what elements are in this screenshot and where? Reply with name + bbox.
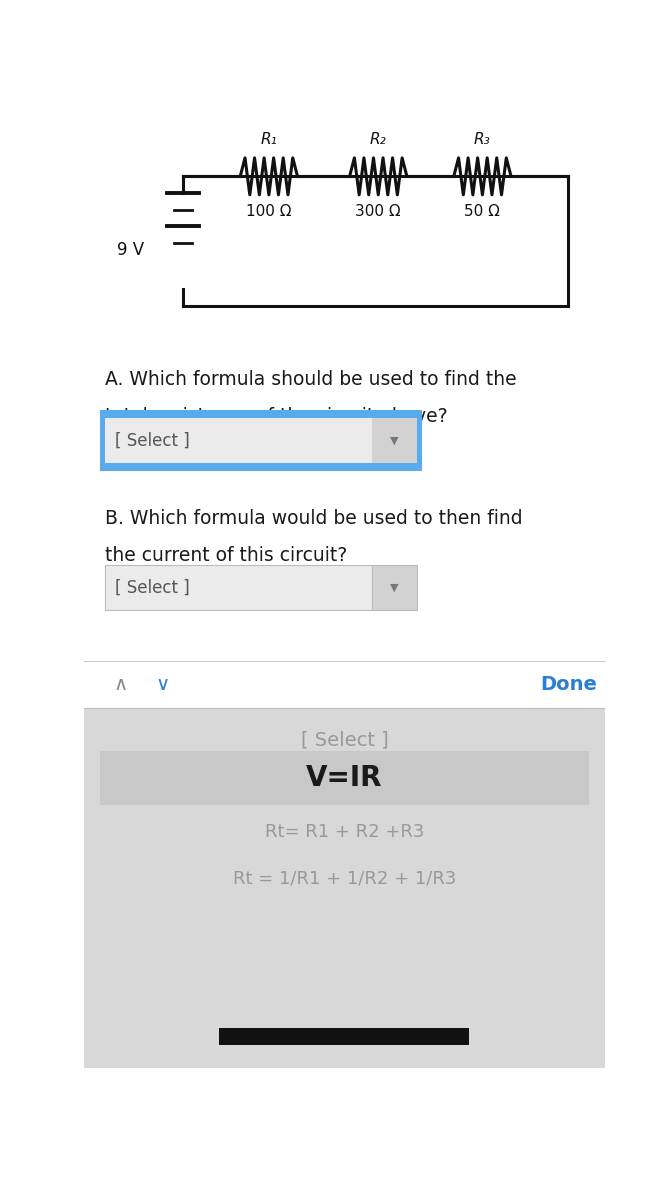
- Bar: [105, 565, 372, 610]
- Text: R₁: R₁: [261, 132, 278, 146]
- Text: [ Select ]: [ Select ]: [116, 432, 190, 450]
- Text: R₂: R₂: [370, 132, 386, 146]
- Text: ∨: ∨: [155, 676, 169, 694]
- Bar: [372, 565, 417, 610]
- Text: [ Select ]: [ Select ]: [300, 731, 388, 750]
- Text: 300 Ω: 300 Ω: [355, 204, 401, 218]
- Text: R₃: R₃: [474, 132, 491, 146]
- Text: ▼: ▼: [390, 582, 398, 593]
- Text: ▼: ▼: [390, 436, 398, 445]
- Bar: [100, 410, 422, 472]
- Text: B. Which formula would be used to then find: B. Which formula would be used to then f…: [105, 509, 522, 528]
- Text: V=IR: V=IR: [306, 764, 382, 792]
- Text: the current of this circuit?: the current of this circuit?: [105, 546, 347, 565]
- Text: 9 V: 9 V: [118, 241, 144, 259]
- Bar: [372, 419, 417, 463]
- Bar: [84, 708, 605, 1068]
- Text: ∧: ∧: [114, 676, 128, 694]
- Text: total resistance of the circuit above?: total resistance of the circuit above?: [105, 407, 448, 426]
- Bar: [219, 1028, 469, 1045]
- Text: Rt= R1 + R2 +R3: Rt= R1 + R2 +R3: [265, 823, 424, 841]
- Text: 50 Ω: 50 Ω: [464, 204, 501, 218]
- Text: 100 Ω: 100 Ω: [246, 204, 292, 218]
- Text: A. Which formula should be used to find the: A. Which formula should be used to find …: [105, 370, 517, 389]
- Text: [ Select ]: [ Select ]: [116, 578, 190, 596]
- Bar: [99, 751, 589, 805]
- Bar: [84, 144, 605, 708]
- Bar: [105, 419, 372, 463]
- Text: Rt = 1/R1 + 1/R2 + 1/R3: Rt = 1/R1 + 1/R2 + 1/R3: [233, 870, 456, 888]
- Text: Done: Done: [540, 676, 597, 694]
